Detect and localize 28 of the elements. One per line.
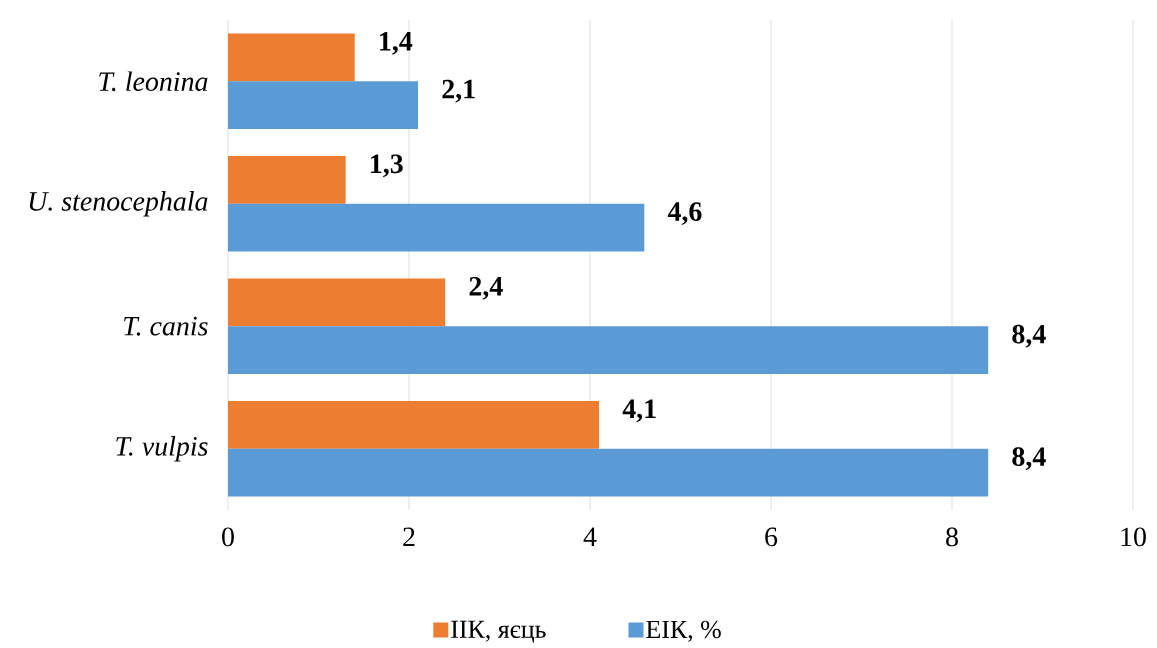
data-label: 4,6 [667,202,702,226]
y-tick-label: T. canis [124,316,208,336]
bar [228,326,989,375]
bar [228,448,989,497]
data-label: 2,4 [469,276,503,300]
y-tick-label: T. vulpis [116,436,208,462]
x-tick-label: 4 [583,527,597,546]
legend-label: ЕІК, % [646,620,721,642]
x-tick-label: 10 [1121,527,1146,547]
bar [228,81,419,130]
bar [228,203,645,252]
data-label: 1,3 [371,154,403,178]
data-label: 4,1 [622,399,656,423]
data-label: 8,4 [1012,447,1046,471]
bar [228,33,355,82]
bar [228,278,446,327]
x-tick-label: 6 [765,527,778,547]
x-tick-label: 2 [403,527,415,546]
bar [228,400,600,449]
y-tick-label: T. leonina [99,71,208,92]
data-label: 8,4 [1012,324,1046,348]
y-tick-label: U. stenocephala [29,191,208,217]
bar [228,155,346,204]
x-tick-label: 0 [222,527,234,547]
x-tick-label: 8 [946,527,958,547]
data-label: 2,1 [442,79,475,103]
data-label: 1,4 [380,32,413,55]
legend-label: ІІК, яєць [451,620,546,643]
